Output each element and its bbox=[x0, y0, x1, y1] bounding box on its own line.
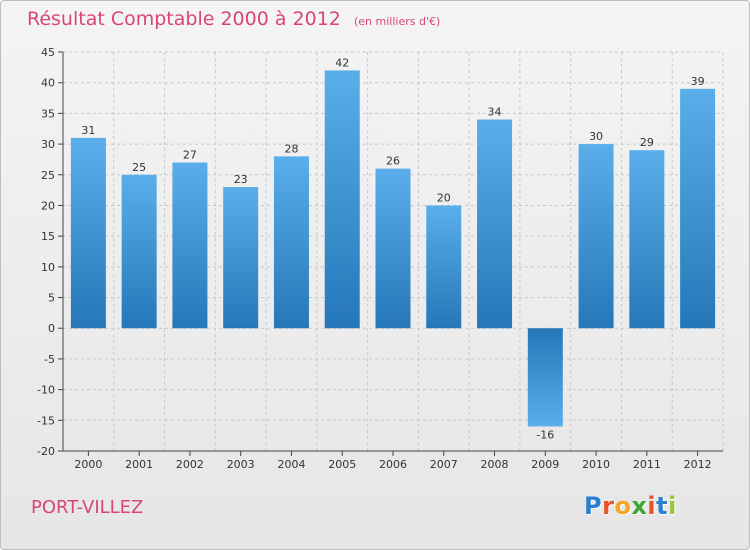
bar-value-label: 34 bbox=[488, 106, 502, 119]
bar-value-label: 26 bbox=[386, 155, 400, 168]
bar bbox=[527, 328, 563, 427]
x-tick-label: 2006 bbox=[379, 458, 407, 471]
x-tick-label: 2001 bbox=[125, 458, 153, 471]
bar bbox=[172, 162, 208, 329]
y-tick-label: -20 bbox=[37, 445, 55, 458]
chart-title: Résultat Comptable 2000 à 2012 bbox=[27, 8, 341, 30]
x-tick-label: 2010 bbox=[582, 458, 610, 471]
x-tick-label: 2007 bbox=[430, 458, 458, 471]
y-tick-label: 25 bbox=[41, 169, 55, 182]
y-tick-label: 20 bbox=[41, 199, 55, 212]
x-tick-label: 2003 bbox=[227, 458, 255, 471]
town-name: PORT-VILLEZ bbox=[31, 497, 144, 518]
bar bbox=[578, 144, 614, 329]
bar bbox=[426, 205, 462, 329]
y-tick-label: 15 bbox=[41, 230, 55, 243]
y-tick-label: -15 bbox=[37, 414, 55, 427]
bar bbox=[324, 70, 360, 329]
bar bbox=[70, 137, 106, 329]
bar-value-label: -16 bbox=[536, 428, 554, 441]
y-tick-label: 30 bbox=[41, 138, 55, 151]
bar-value-label: 42 bbox=[335, 56, 349, 69]
x-tick-label: 2011 bbox=[633, 458, 661, 471]
bar bbox=[477, 119, 513, 329]
logo-letter: P bbox=[584, 492, 603, 520]
logo-letter: r bbox=[602, 492, 615, 520]
x-tick-label: 2008 bbox=[481, 458, 509, 471]
bar bbox=[629, 150, 665, 329]
x-tick-label: 2009 bbox=[531, 458, 559, 471]
x-tick-label: 2005 bbox=[328, 458, 356, 471]
chart-title-block: Résultat Comptable 2000 à 2012 (en milli… bbox=[27, 8, 440, 30]
y-tick-label: 10 bbox=[41, 261, 55, 274]
bar-value-label: 29 bbox=[640, 136, 654, 149]
y-tick-label: 0 bbox=[48, 322, 55, 335]
bars bbox=[70, 70, 716, 427]
bar-value-label: 31 bbox=[81, 124, 95, 137]
bar-value-label: 39 bbox=[691, 75, 705, 88]
x-tick-label: 2012 bbox=[684, 458, 712, 471]
x-tick-label: 2002 bbox=[176, 458, 204, 471]
y-tick-label: 5 bbox=[48, 292, 55, 305]
x-tick-label: 2000 bbox=[74, 458, 102, 471]
bar bbox=[375, 168, 411, 329]
x-tick-label: 2004 bbox=[277, 458, 305, 471]
proxiti-logo: Proxiti bbox=[584, 492, 677, 520]
bar-value-label: 20 bbox=[437, 191, 451, 204]
logo-letter: t bbox=[656, 492, 669, 520]
bar bbox=[273, 156, 309, 329]
y-tick-label: 40 bbox=[41, 77, 55, 90]
bar-value-label: 30 bbox=[589, 130, 603, 143]
bar-value-label: 27 bbox=[183, 148, 197, 161]
bar-value-label: 28 bbox=[284, 142, 298, 155]
y-tick-label: 35 bbox=[41, 107, 55, 120]
y-tick-label: -5 bbox=[44, 353, 55, 366]
bar bbox=[223, 187, 259, 329]
logo-letter: i bbox=[647, 492, 657, 520]
bar bbox=[121, 174, 157, 329]
chart-unit: (en milliers d'€) bbox=[353, 15, 441, 28]
bar bbox=[680, 88, 716, 329]
logo-letter: o bbox=[614, 492, 632, 520]
logo-letter: i bbox=[668, 492, 677, 520]
axes: -20 -15 -10 -5 0 5 10 15 20 25 30 35 40 45 2000 2001 200… bbox=[37, 46, 723, 471]
y-tick-label: 45 bbox=[41, 46, 55, 59]
labels: 31 25 27 23 28 42 26 20 34 -16 30 29 39 bbox=[81, 56, 704, 441]
y-tick-label: -10 bbox=[37, 384, 55, 397]
logo-letter: x bbox=[631, 492, 648, 520]
bar-value-label: 25 bbox=[132, 161, 146, 174]
bar-value-label: 23 bbox=[234, 173, 248, 186]
